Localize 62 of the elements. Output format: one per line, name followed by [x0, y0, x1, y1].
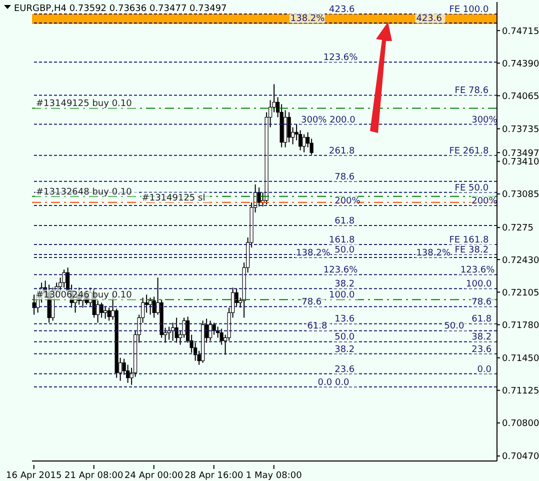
annotation: 123.6%	[323, 53, 358, 64]
ref-line-label: #13006246 buy 0.10	[36, 290, 132, 301]
annotation: 38.2	[334, 280, 355, 290]
annotation: 423.6	[416, 14, 442, 24]
y-tick-label: 0.71450	[502, 354, 539, 364]
annotation: 100.0	[466, 280, 492, 290]
annotation: 138.2%	[296, 248, 331, 259]
annotation: 13.6	[334, 314, 355, 325]
y-tick-label: 0.71125	[502, 386, 539, 397]
ref-line-label: FE 261.8	[449, 146, 489, 156]
annotation: 0.0 0.0	[318, 378, 350, 388]
x-tick-label: 28 Apr 16:00	[184, 471, 244, 481]
annotation: 78.6	[472, 298, 492, 308]
annotation: 38.2	[334, 344, 355, 355]
y-tick-label: 0.74390	[502, 59, 539, 70]
ref-line-label: FE 50.0	[454, 183, 489, 194]
x-tick-label: 16 Apr 2015	[6, 471, 62, 481]
annotation: 50.0	[334, 332, 355, 343]
x-tick-label: 24 Apr 00:00	[124, 471, 184, 481]
annotation: 38.2	[472, 332, 492, 343]
y-tick-label: 0.73735	[502, 124, 539, 135]
y-tick-label: 0.70470	[502, 452, 539, 462]
annotation: 50.0	[334, 246, 355, 256]
ref-line-label: #13149125 buy 0.10	[36, 99, 132, 110]
annotation: 23.6	[334, 364, 355, 375]
annotation: 23.6	[472, 344, 492, 355]
annotation: 138.2%	[416, 248, 451, 259]
ref-line-label: #13132648 buy 0.10	[36, 187, 132, 198]
annotation: 123.6%	[323, 266, 358, 276]
y-tick-label: 0.74065	[502, 92, 539, 102]
chart-title: EURGBP,H4 0.73592 0.73636 0.73477 0.73497	[14, 4, 227, 14]
y-tick-label: 0.74715	[502, 26, 539, 37]
annotation: 0.0	[477, 364, 492, 375]
y-tick-label: 0.73410	[502, 158, 539, 168]
ref-line-label: #13149125 sl	[142, 193, 206, 204]
annotation: 100.0	[329, 290, 356, 301]
y-tick-label: 0.70800	[502, 419, 539, 430]
ref-line-label: FE 38.2	[454, 246, 489, 256]
ref-line-label: FE 100.0	[449, 5, 489, 16]
y-tick-label: 0.7275	[502, 224, 534, 234]
y-tick-label: 0.72105	[502, 288, 539, 298]
ref-line-label: FE 78.6	[454, 86, 489, 96]
annotation: 78.6	[302, 298, 322, 308]
x-tick-label: 1 May 08:00	[246, 471, 302, 481]
annotation: 300% 200.0	[301, 115, 356, 126]
annotation: 123.6%	[460, 266, 496, 276]
annotation: 423.6	[329, 5, 356, 16]
y-tick-label: 0.73085	[502, 190, 539, 200]
annotation: 138.2%	[290, 14, 326, 24]
annotation: 61.8	[472, 314, 492, 325]
annotation: 261.8	[329, 146, 356, 156]
x-tick-label: 21 Apr 08:00	[64, 471, 124, 481]
annotation: 61.8	[307, 322, 328, 332]
y-tick-label: 0.72430	[502, 256, 539, 266]
annotation: 78.6	[334, 172, 355, 182]
y-tick-label: 0.71780	[502, 320, 539, 331]
annotation: 50.0	[444, 322, 465, 332]
annotation: 61.8	[334, 216, 355, 226]
annotation: 161.8	[329, 236, 356, 246]
y-tick-label: 0.73497	[502, 148, 539, 159]
annotation: 200%	[334, 196, 361, 206]
ref-line-label: FE 161.8	[449, 236, 489, 246]
